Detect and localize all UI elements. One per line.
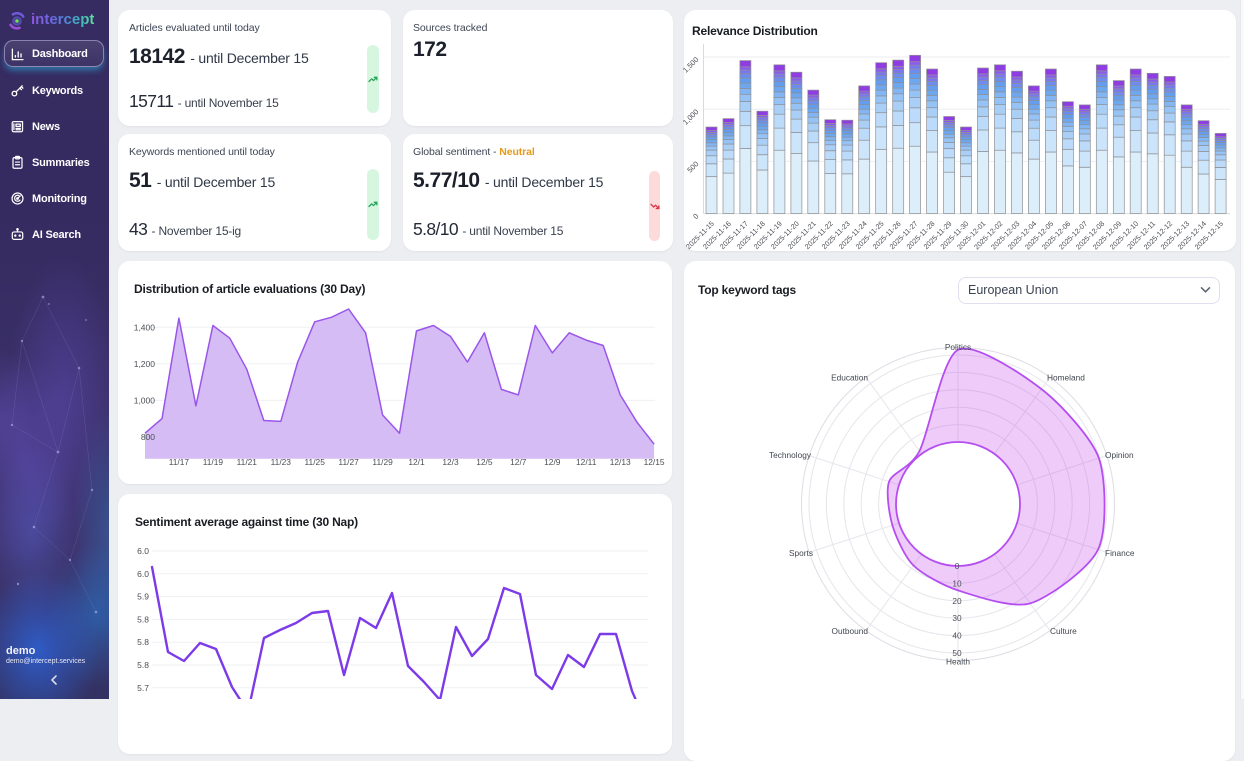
svg-text:12/5: 12/5: [476, 457, 493, 467]
svg-text:Technology: Technology: [769, 450, 812, 460]
svg-text:11/25: 11/25: [305, 457, 326, 467]
svg-text:5.8: 5.8: [137, 637, 149, 647]
svg-text:11/29: 11/29: [372, 457, 393, 467]
svg-text:500: 500: [685, 159, 700, 174]
svg-text:12/7: 12/7: [510, 457, 527, 467]
svg-text:1,200: 1,200: [134, 359, 156, 369]
svg-text:12/1: 12/1: [408, 457, 425, 467]
svg-text:12/9: 12/9: [544, 457, 561, 467]
svg-text:11/21: 11/21: [237, 457, 258, 467]
svg-text:11/27: 11/27: [338, 457, 359, 467]
svg-text:0: 0: [691, 212, 700, 221]
svg-text:Culture: Culture: [1050, 626, 1077, 636]
svg-text:40: 40: [952, 631, 962, 641]
svg-text:6.0: 6.0: [137, 569, 149, 579]
svg-text:10: 10: [952, 578, 962, 588]
svg-text:5.9: 5.9: [137, 592, 149, 602]
svg-text:12/15: 12/15: [644, 457, 665, 467]
svg-text:1,000: 1,000: [134, 395, 156, 405]
svg-text:800: 800: [141, 432, 155, 442]
svg-text:0: 0: [955, 561, 960, 571]
svg-text:20: 20: [952, 596, 962, 606]
svg-text:30: 30: [952, 613, 962, 623]
svg-text:12/11: 12/11: [576, 457, 597, 467]
svg-text:11/23: 11/23: [271, 457, 292, 467]
svg-text:Outbound: Outbound: [832, 626, 869, 636]
svg-text:1,500: 1,500: [681, 55, 700, 74]
svg-text:Opinion: Opinion: [1105, 450, 1134, 460]
svg-text:50: 50: [952, 648, 962, 658]
svg-text:11/17: 11/17: [169, 457, 190, 467]
svg-text:6.0: 6.0: [137, 546, 149, 556]
svg-text:Finance: Finance: [1105, 548, 1135, 558]
svg-text:12/13: 12/13: [610, 457, 631, 467]
svg-text:5.7: 5.7: [137, 683, 149, 693]
svg-text:11/19: 11/19: [203, 457, 224, 467]
svg-text:Politics: Politics: [945, 342, 971, 352]
svg-text:Sports: Sports: [789, 548, 813, 558]
svg-text:Health: Health: [946, 657, 970, 667]
svg-text:1,000: 1,000: [681, 107, 700, 126]
svg-text:5.8: 5.8: [137, 614, 149, 624]
svg-text:Homeland: Homeland: [1047, 373, 1085, 383]
svg-text:5.8: 5.8: [137, 660, 149, 670]
svg-text:12/3: 12/3: [442, 457, 459, 467]
svg-text:1,400: 1,400: [134, 322, 156, 332]
svg-text:Education: Education: [831, 373, 868, 383]
